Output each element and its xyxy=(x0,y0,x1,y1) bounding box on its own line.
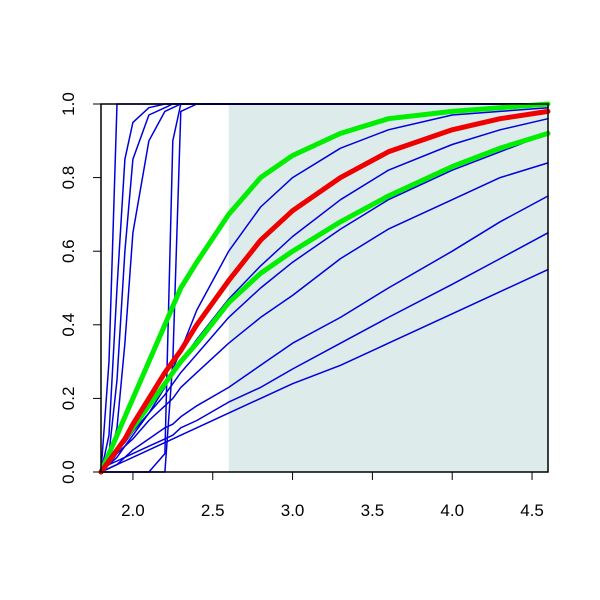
y-tick-label: 0.2 xyxy=(59,387,78,411)
series-line xyxy=(98,101,551,475)
x-tick-label: 2.0 xyxy=(121,501,145,520)
series-line xyxy=(98,108,551,475)
series-line xyxy=(100,106,549,473)
y-tick-label: 0.8 xyxy=(59,166,78,190)
y-tick-label: 0.6 xyxy=(59,239,78,263)
x-tick-label: 4.5 xyxy=(520,501,544,520)
x-tick-label: 3.0 xyxy=(281,501,305,520)
x-tick-label: 3.5 xyxy=(361,501,385,520)
series-line xyxy=(100,268,549,473)
series-line xyxy=(100,195,549,473)
x-tick-label: 4.0 xyxy=(440,501,464,520)
y-tick-label: 0.0 xyxy=(59,460,78,484)
x-tick-label: 2.5 xyxy=(201,501,225,520)
y-tick-label: 0.4 xyxy=(59,313,78,337)
y-tick-label: 1.0 xyxy=(59,92,78,116)
